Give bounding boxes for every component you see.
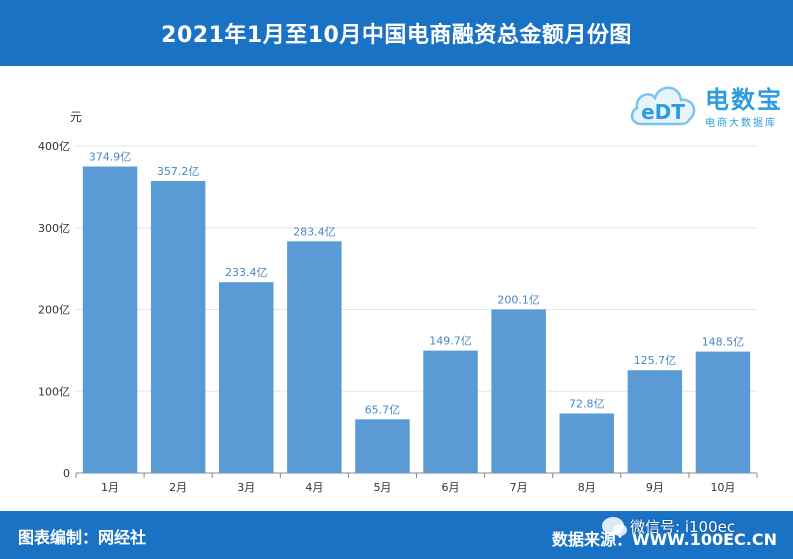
cloud-logo-icon: eDT [630, 86, 696, 126]
bar-8 [559, 413, 614, 473]
data-label: 357.2亿 [157, 165, 200, 178]
wechat-icon [602, 517, 627, 536]
x-tick-label: 5月 [373, 481, 391, 494]
data-label: 65.7亿 [365, 403, 401, 416]
bar-4 [287, 241, 342, 473]
data-label: 125.7亿 [634, 354, 677, 367]
bar-7 [491, 309, 546, 473]
x-tick-label: 3月 [237, 481, 255, 494]
x-tick-label: 1月 [101, 481, 119, 494]
y-axis-unit-label: 元 [70, 110, 83, 124]
x-tick-label: 4月 [305, 481, 323, 494]
y-tick-label: 200亿 [38, 304, 70, 317]
wechat-id-text: 微信号: i100ec [630, 517, 736, 536]
compiled-by-text: 图表编制：网经社 [18, 528, 147, 547]
bar-3 [219, 282, 274, 473]
logo-brand: 电数宝 [705, 86, 783, 114]
x-tick-label: 2月 [169, 481, 187, 494]
y-tick-label: 0 [63, 467, 70, 480]
data-label: 148.5亿 [702, 336, 745, 349]
x-tick-label: 10月 [710, 481, 735, 494]
x-tick-label: 7月 [510, 481, 528, 494]
edt-logo: eDT 电数宝 电商大数据库 [627, 72, 787, 136]
data-label: 72.8亿 [569, 397, 605, 410]
logo-subtitle: 电商大数据库 [705, 118, 777, 129]
bar-9 [627, 370, 683, 473]
data-source-text: 数据来源：WWW.100EC.CN [551, 530, 777, 549]
chart-title-banner: 2021年1月至10月中国电商融资总金额月份图 [0, 0, 793, 66]
data-label: 200.1亿 [497, 293, 540, 306]
bar-2 [150, 180, 206, 473]
bar-6 [423, 350, 478, 473]
wechat-watermark: 微信号: i100ec [602, 514, 735, 538]
chart-title: 2021年1月至10月中国电商融资总金额月份图 [161, 23, 632, 48]
y-tick-label: 300亿 [38, 222, 70, 235]
bar-10 [695, 351, 751, 473]
x-tick-label: 9月 [646, 481, 664, 494]
x-tick-label: 8月 [578, 481, 596, 494]
data-label: 149.7亿 [429, 335, 472, 348]
y-tick-label: 400亿 [38, 140, 70, 153]
bar-chart: 0 100亿 200亿 300亿 400亿 374.9亿 1月 357.2亿 2月 233.4亿 3… [38, 140, 758, 494]
y-tick-label: 100亿 [38, 385, 70, 398]
bar-5 [355, 419, 410, 473]
data-label: 374.9亿 [89, 151, 132, 164]
data-label: 233.4亿 [225, 266, 268, 279]
bar-1 [82, 166, 138, 473]
logo-badge-text: eDT [641, 100, 685, 124]
footer-bar: 图表编制：网经社 数据来源：WWW.100EC.CN [0, 511, 793, 559]
x-tick-label: 6月 [442, 481, 460, 494]
data-label: 283.4亿 [293, 225, 336, 238]
